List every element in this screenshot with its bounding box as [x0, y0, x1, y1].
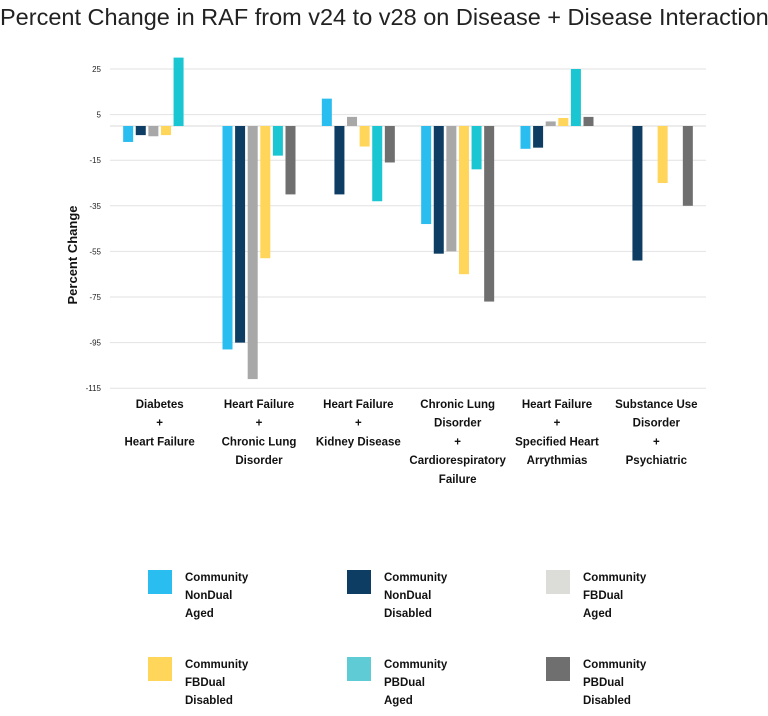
bar [558, 118, 569, 126]
legend-item: Community PBDual Aged [347, 656, 447, 710]
bar [222, 126, 233, 350]
legend-label: Community NonDual Disabled [384, 572, 448, 620]
bar [173, 57, 184, 126]
y-tick-label: -95 [89, 339, 101, 348]
bar [359, 126, 370, 147]
y-tick-label: -35 [89, 202, 101, 211]
chart-title: Percent Change in RAF from v24 to v28 on… [0, 4, 768, 30]
y-tick-label: -75 [89, 293, 101, 302]
legend-label: Community PBDual Aged [384, 659, 448, 707]
bar [247, 126, 258, 380]
bar [235, 126, 246, 343]
legend-item: Community NonDual Aged [148, 569, 248, 623]
bar [135, 126, 146, 136]
bar [321, 98, 332, 126]
legend-swatch [347, 657, 371, 681]
legend-swatch [546, 657, 570, 681]
bar [545, 121, 556, 126]
category-label: Chronic Lung Disorder + Cardiorespiratory Fa… [409, 399, 506, 486]
category-label: Heart Failure + Chronic Lung Disorder [222, 399, 297, 467]
bar [446, 126, 457, 252]
bar [433, 126, 444, 254]
bar [260, 126, 271, 259]
category-label: Heart Failure + Kidney Disease [316, 399, 401, 448]
y-tick-label: -15 [89, 156, 101, 165]
bar [334, 126, 345, 195]
legend-swatch [148, 657, 172, 681]
legend-swatch [148, 570, 172, 594]
bar [272, 126, 283, 156]
bar [583, 116, 594, 126]
category-label: Substance Use Disorder + Psychiatric [615, 399, 697, 467]
bar [682, 126, 693, 206]
bar [285, 126, 296, 195]
bar [520, 126, 531, 149]
category-label: Diabetes + Heart Failure [125, 399, 195, 448]
bar [570, 69, 581, 126]
bar [632, 126, 643, 261]
legend-swatch [546, 570, 570, 594]
bar [471, 126, 482, 170]
bar [484, 126, 495, 302]
legend-item: Community PBDual Disabled [546, 656, 646, 710]
y-tick-label: -55 [89, 247, 101, 256]
bar [347, 116, 358, 126]
y-tick-label: 25 [92, 65, 101, 74]
bar [372, 126, 383, 202]
category-label: Heart Failure + Specified Heart Arrythmias [515, 399, 599, 467]
legend-item: Community FBDual Aged [546, 569, 646, 623]
bar [458, 126, 469, 275]
bar [657, 126, 668, 183]
y-tick-label: 5 [97, 111, 102, 120]
bar [533, 126, 544, 148]
legend-item: Community NonDual Disabled [347, 569, 447, 623]
legend-swatch [347, 570, 371, 594]
bar [384, 126, 395, 163]
y-axis-label: Percent Change [65, 206, 80, 305]
bar [123, 126, 134, 142]
legend-label: Community FBDual Aged [583, 572, 647, 620]
y-tick-label: -115 [86, 384, 102, 393]
legend-item: Community FBDual Disabled [148, 656, 248, 710]
legend-label: Community FBDual Disabled [185, 659, 249, 707]
bar [148, 126, 159, 137]
legend-label: Community PBDual Disabled [583, 659, 647, 707]
bar [160, 126, 171, 136]
legend-label: Community NonDual Aged [185, 572, 249, 620]
bar [421, 126, 432, 225]
